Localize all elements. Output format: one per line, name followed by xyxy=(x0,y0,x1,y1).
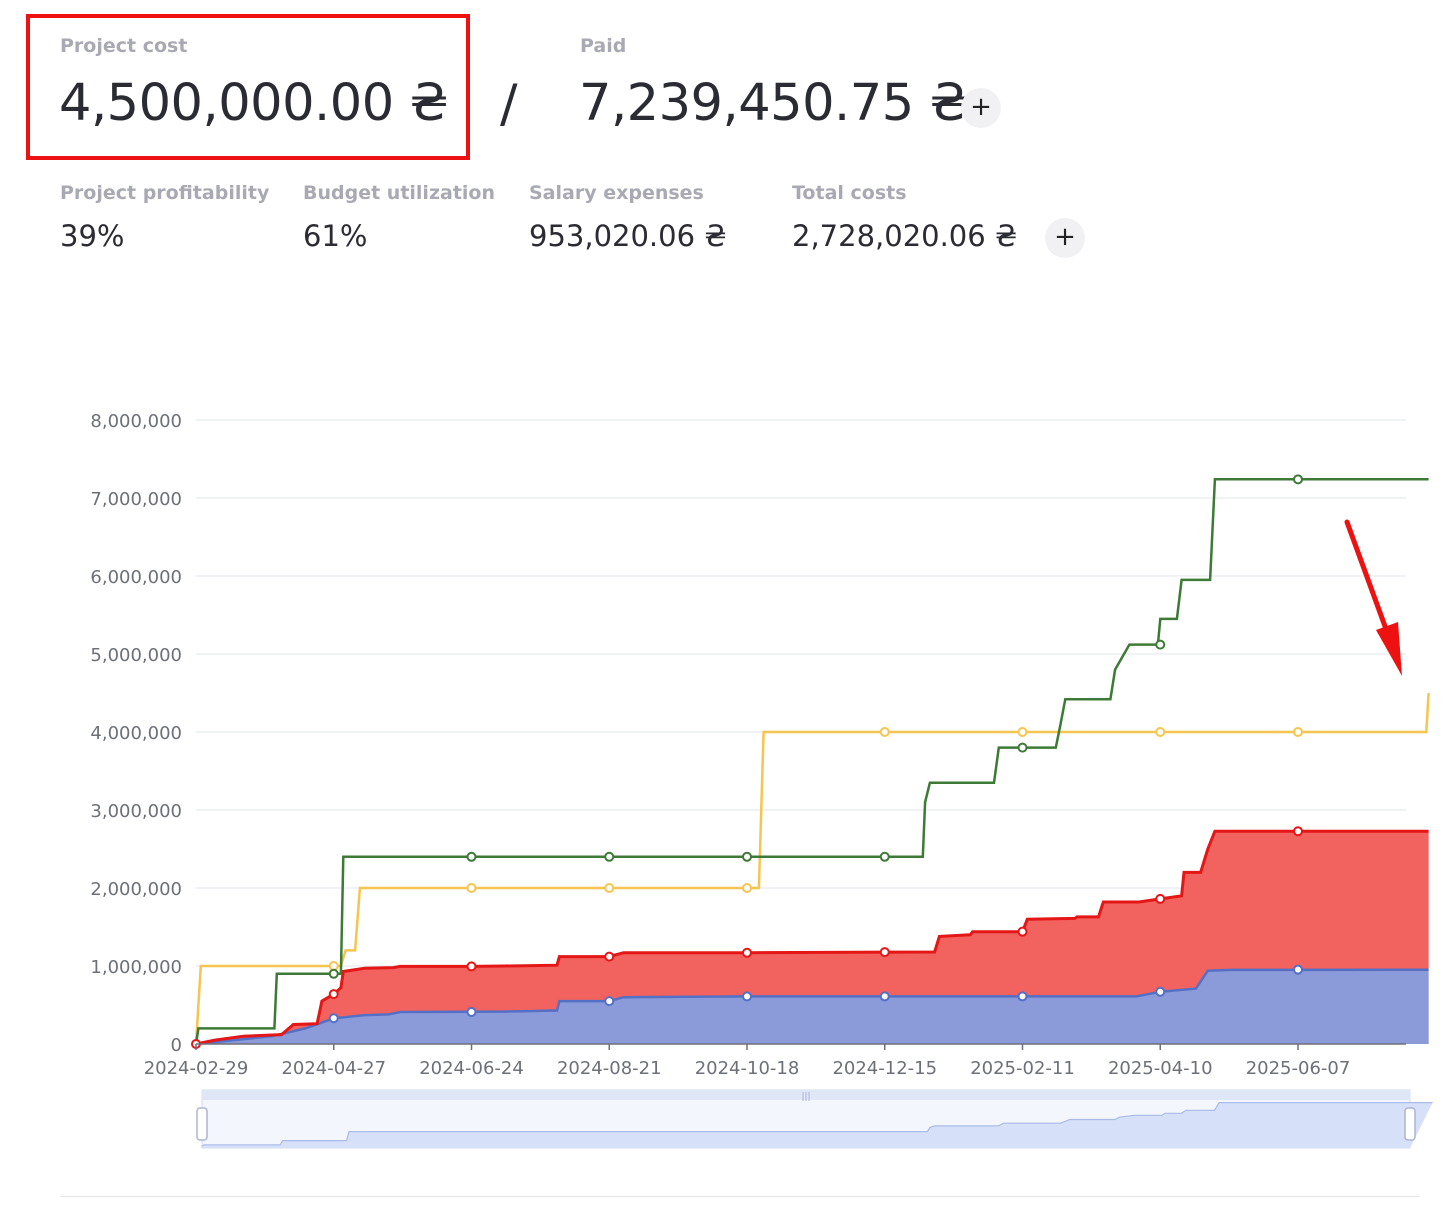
total-costs-marker[interactable] xyxy=(466,961,477,972)
x-axis: 2024-02-29 2024-04-27 2024-06-24 2024-08-21… xyxy=(144,1043,1406,1079)
project-cost-marker[interactable] xyxy=(1017,727,1028,737)
salary-marker[interactable] xyxy=(879,991,890,1002)
add-payment-button[interactable]: + xyxy=(961,88,1001,128)
paid-marker[interactable] xyxy=(604,851,615,862)
x-tick-label: 2025-06-07 xyxy=(1246,1058,1351,1079)
project-cost-marker[interactable] xyxy=(1155,727,1166,737)
y-axis-ticks: 0 1,000,000 2,000,000 3,000,000 4,000,000 5,0… xyxy=(90,411,182,1056)
total-costs-marker[interactable] xyxy=(604,951,615,962)
project-cost-marker[interactable] xyxy=(604,883,615,893)
paid-marker[interactable] xyxy=(742,851,752,862)
x-tick-label: 2024-06-24 xyxy=(419,1058,524,1079)
salary-marker[interactable] xyxy=(604,996,615,1007)
y-tick-label: 8,000,000 xyxy=(90,411,182,432)
salary-expenses-label: Salary expenses xyxy=(529,182,704,204)
budget-utilization-label: Budget utilization xyxy=(303,182,495,204)
x-tick-label: 2025-04-10 xyxy=(1108,1058,1213,1079)
paid-marker[interactable] xyxy=(1017,742,1028,753)
chart-markers xyxy=(191,474,1303,1049)
x-tick-label: 2024-12-15 xyxy=(832,1058,937,1079)
y-tick-label: 1,000,000 xyxy=(90,957,182,978)
y-tick-label: 7,000,000 xyxy=(90,489,182,510)
chart-areas xyxy=(196,831,1429,1044)
add-cost-button[interactable]: + xyxy=(1045,218,1085,258)
y-tick-label: 5,000,000 xyxy=(90,645,182,666)
slider-preview-area xyxy=(202,1102,1433,1148)
total-costs-area xyxy=(196,831,1429,1044)
x-tick-label: 2025-02-11 xyxy=(970,1058,1075,1079)
budget-utilization-value: 61% xyxy=(303,219,368,253)
salary-expenses-value: 953,020.06 ₴ xyxy=(529,219,727,253)
x-tick-label: 2024-02-29 xyxy=(144,1058,249,1079)
total-costs-marker[interactable] xyxy=(1155,893,1166,904)
profitability-label: Project profitability xyxy=(60,182,270,204)
y-tick-label: 2,000,000 xyxy=(90,879,182,900)
cost-paid-separator: / xyxy=(500,74,518,134)
paid-marker[interactable] xyxy=(328,968,339,979)
project-cost-marker[interactable] xyxy=(879,727,890,737)
x-tick-label: 2024-08-21 xyxy=(557,1058,662,1079)
total-costs-marker[interactable] xyxy=(1017,926,1028,937)
paid-marker[interactable] xyxy=(879,851,890,862)
project-cost-label: Project cost xyxy=(60,35,188,57)
salary-marker[interactable] xyxy=(1017,991,1028,1002)
paid-label: Paid xyxy=(580,35,627,57)
slider-grip[interactable]: ||| xyxy=(801,1092,810,1102)
total-costs-label: Total costs xyxy=(792,182,907,204)
zoom-slider[interactable]: ||| xyxy=(196,1089,1433,1149)
bottom-divider xyxy=(60,1196,1420,1197)
x-tick-label: 2024-04-27 xyxy=(281,1058,386,1079)
project-cost-marker[interactable] xyxy=(466,883,477,893)
y-tick-label: 4,000,000 xyxy=(90,723,182,744)
slider-handle-left[interactable] xyxy=(196,1107,208,1141)
salary-marker[interactable] xyxy=(328,1013,339,1024)
annotation-arrow xyxy=(1344,519,1402,676)
total-costs-value: 2,728,020.06 ₴ xyxy=(792,219,1018,253)
y-tick-label: 3,000,000 xyxy=(90,801,182,822)
salary-area xyxy=(196,969,1429,1044)
salary-marker[interactable] xyxy=(742,991,752,1002)
paid-value: 7,239,450.75 ₴ xyxy=(579,74,969,133)
total-costs-marker[interactable] xyxy=(879,947,890,958)
salary-marker[interactable] xyxy=(1155,986,1166,997)
paid-marker[interactable] xyxy=(1155,639,1166,650)
salary-marker[interactable] xyxy=(466,1007,477,1018)
project-cost-highlight xyxy=(26,14,470,160)
total-costs-marker[interactable] xyxy=(1293,826,1303,837)
y-tick-label: 6,000,000 xyxy=(90,567,182,588)
project-cost-marker[interactable] xyxy=(742,883,752,893)
total-costs-marker[interactable] xyxy=(328,989,339,1000)
x-tick-label: 2024-10-18 xyxy=(695,1058,800,1079)
y-tick-label: 0 xyxy=(171,1035,182,1056)
slider-handle-right[interactable] xyxy=(1404,1107,1416,1141)
slider-preview-line xyxy=(201,1102,1433,1147)
total-costs-marker[interactable] xyxy=(742,947,752,958)
slider-move-bar xyxy=(202,1090,1410,1100)
project-cost-line xyxy=(194,692,1430,1045)
paid-marker[interactable] xyxy=(1293,474,1303,485)
profitability-value: 39% xyxy=(60,219,125,253)
project-cost-value: 4,500,000.00 ₴ xyxy=(59,74,449,133)
paid-marker[interactable] xyxy=(466,851,477,862)
salary-marker[interactable] xyxy=(1293,964,1303,975)
project-cost-marker[interactable] xyxy=(1293,727,1303,737)
